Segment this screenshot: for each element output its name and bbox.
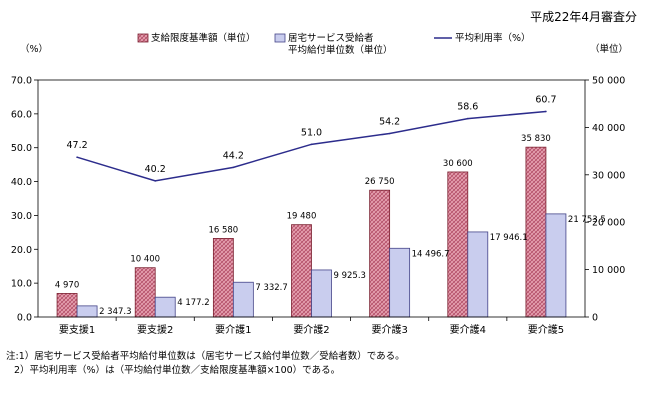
rate-point [76,156,78,158]
x-tick-label: 要介護3 [371,323,407,336]
bar-avg-label: 4 177.2 [177,298,209,308]
bar-avg [545,213,567,318]
bar-limit-label: 19 480 [287,212,317,222]
right-tick-label: 0 [592,313,598,324]
rate-label: 47.2 [66,140,87,151]
legend-label-avg-line1: 居宅サービス受給者 [288,32,374,44]
rate-point [388,132,391,135]
bar-limit-label: 16 580 [208,225,238,235]
legend-label-avg-line2: 平均給付単位数（単位） [288,44,393,56]
legend-label-limit: 支給限度基準額（単位） [151,32,256,44]
bar-limit-label: 10 400 [130,255,160,265]
bar-avg-label: 21 753.5 [568,215,606,225]
rate-point [154,180,157,182]
date-label: 平成22年4月審査分 [530,10,637,24]
bar-limit [212,238,234,318]
left-tick-label: 70.0 [11,76,32,87]
legend-swatch-avg [274,33,286,43]
left-tick-label: 10.0 [11,279,32,290]
right-axis-label: （単位） [590,43,628,55]
x-tick-label: 要介護1 [215,323,251,336]
rate-label: 51.0 [301,127,322,138]
legend-swatch-limit [137,33,149,43]
rate-label: 54.2 [379,116,400,127]
bar-avg [76,305,98,318]
bar-avg-label: 14 496.7 [412,249,450,259]
rate-point [310,143,313,146]
rate-label: 44.2 [223,150,244,161]
bar-avg [467,231,489,318]
bar-avg [154,296,176,318]
left-tick-label: 20.0 [11,245,32,256]
rate-point [466,117,469,120]
bar-avg-label: 2 347.3 [99,307,131,317]
x-tick-label: 要介護4 [450,323,486,336]
legend: 支給限度基準額（単位） 居宅サービス受給者 平均給付単位数（単位） 平均利用率（… [137,32,531,56]
rate-point [545,110,547,113]
bar-limit [291,224,312,318]
bar-limit [134,267,156,318]
rate-label: 60.7 [535,94,556,105]
right-tick-label: 30 000 [592,170,625,181]
note-2: 2）平均利用率（%）は（平均給付単位数／支給限度基準額×100）である。 [14,365,341,376]
x-tick-label: 要支援1 [59,323,95,336]
x-tick-label: 要介護2 [293,323,329,336]
bar-limit [369,189,391,318]
bar-limit [56,293,78,318]
bar-limit-label: 26 750 [365,177,395,187]
note-1: 注:1）居宅サービス受給者平均給付単位数は（居宅サービス給付単位数／受給者数）で… [6,351,405,362]
bar-avg-label: 9 925.3 [334,271,366,281]
plot-frame [37,79,586,318]
left-tick-label: 30.0 [11,211,32,222]
bar-limit-label: 30 600 [443,159,473,169]
legend-label-rate: 平均利用率（%） [455,32,531,44]
x-tick-label: 要介護5 [528,323,564,336]
right-tick-label: 50 000 [592,76,625,87]
bar-limit [447,171,469,318]
x-tick-label: 要支援2 [137,323,173,336]
bar-avg-label: 17 946.1 [490,233,528,243]
right-tick-label: 40 000 [592,123,625,134]
bar-avg [232,281,254,318]
rate-label: 58.6 [457,102,478,113]
bar-limit-label: 35 830 [521,134,551,144]
right-tick-label: 10 000 [592,265,625,276]
right-tick-label: 20 000 [592,218,625,229]
left-axis-label: （%） [20,43,48,55]
rate-point [232,166,235,169]
bar-avg [311,269,332,318]
bar-avg [389,247,411,318]
bar-limit-label: 4 970 [55,280,79,290]
rate-label: 40.2 [145,164,166,175]
left-tick-label: 0.0 [17,313,32,324]
bar-avg-label: 7 332.7 [255,283,287,293]
left-tick-label: 60.0 [11,109,32,120]
bar-limit [525,146,547,318]
left-tick-label: 40.0 [11,177,32,188]
left-tick-label: 50.0 [11,143,32,154]
